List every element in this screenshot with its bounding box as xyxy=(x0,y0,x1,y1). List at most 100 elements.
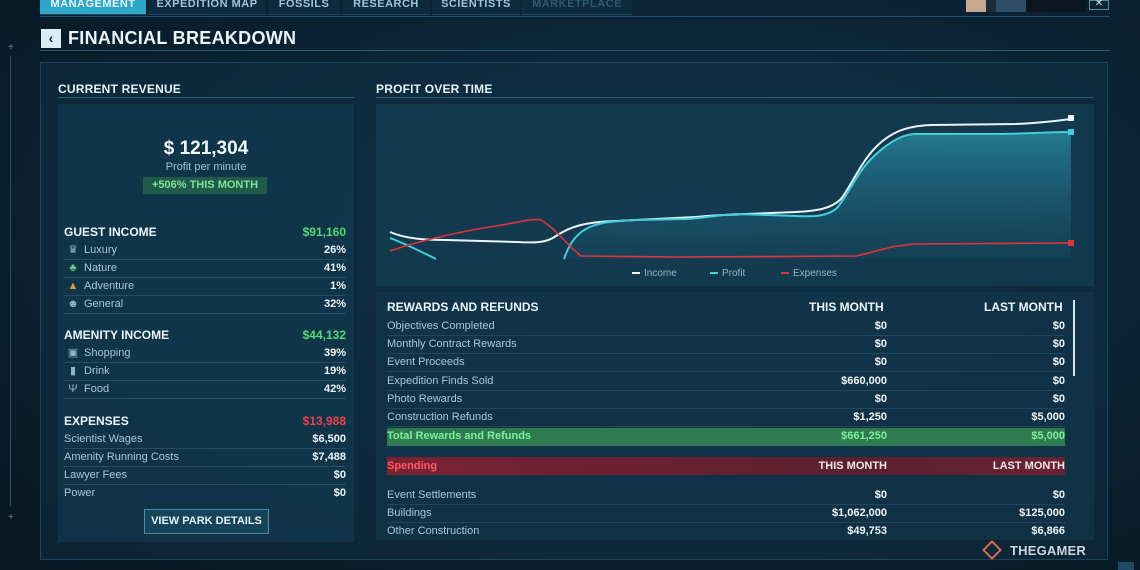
expense-row: Amenity Running Costs $7,488 xyxy=(64,450,346,467)
spending-title: Spending xyxy=(387,460,438,472)
row-last-month: $125,000 xyxy=(1019,507,1065,519)
row-this-month: $0 xyxy=(874,338,887,350)
table-row: Objectives Completed $0 $0 xyxy=(387,318,1065,336)
legend-swatch xyxy=(781,272,789,275)
profit-chart-title: PROFIT OVER TIME xyxy=(376,82,493,96)
row-value: $0 xyxy=(333,469,346,481)
guest-income-row: ♛ Luxury 26% xyxy=(64,243,346,260)
row-label: Buildings xyxy=(387,507,432,519)
rewards-table-panel xyxy=(376,292,1094,540)
row-label: Photo Rewards xyxy=(387,393,463,405)
row-label: Amenity Running Costs xyxy=(64,451,179,463)
row-label: Shopping xyxy=(84,347,131,359)
drink-icon: ▮ xyxy=(69,365,77,377)
row-label: Luxury xyxy=(84,244,118,256)
row-last-month: $0 xyxy=(1052,338,1065,350)
table-row: Photo Rewards $0 $0 xyxy=(387,391,1065,409)
row-label: Scientist Wages xyxy=(64,433,143,445)
profit-line xyxy=(389,131,1072,260)
row-last-month: $0 xyxy=(1052,489,1065,501)
revenue-subtitle: Profit per minute xyxy=(165,161,247,173)
spending-col-last-month: LAST MONTH xyxy=(992,460,1065,472)
legend-label: Income xyxy=(644,268,677,279)
watermark: THEGAMER xyxy=(1010,543,1086,558)
row-this-month: $1,062,000 xyxy=(831,507,887,519)
amenity-income-total: $44,132 xyxy=(302,328,346,342)
close-button[interactable]: ✕ xyxy=(1089,0,1109,10)
table-row: Event Settlements $0 $0 xyxy=(387,487,1065,505)
avatar xyxy=(966,0,1086,12)
table-scrollbar[interactable] xyxy=(1073,300,1075,376)
row-label: Event Proceeds xyxy=(387,356,465,368)
table-row: Buildings $1,062,000 $125,000 xyxy=(387,505,1065,523)
row-last-month: $0 xyxy=(1052,393,1065,405)
amenity-income-row: Ψ Food 42% xyxy=(64,382,346,399)
side-marker-top: + xyxy=(8,42,14,53)
table-row: Event Proceeds $0 $0 xyxy=(387,354,1065,372)
legend-swatch xyxy=(632,272,640,275)
row-value: 1% xyxy=(330,280,346,292)
tab-scientists[interactable]: SCIENTISTS xyxy=(432,0,520,15)
spending-header: Spending THIS MONTH LAST MONTH xyxy=(387,457,1065,475)
profit-area xyxy=(564,132,1071,259)
nature-icon: ♣ xyxy=(69,262,77,274)
row-label: Monthly Contract Rewards xyxy=(387,338,517,350)
amenity-income-row: ▮ Drink 19% xyxy=(64,364,346,381)
row-this-month: $49,753 xyxy=(847,525,887,537)
expense-row: Power $0 xyxy=(64,486,346,503)
chart-divider xyxy=(376,97,1094,98)
row-label: General xyxy=(84,298,124,310)
expense-row: Lawyer Fees $0 xyxy=(64,468,346,485)
legend-income: Income xyxy=(632,268,677,279)
legend-profit: Profit xyxy=(710,268,745,279)
side-rail xyxy=(10,56,11,506)
tab-expedition-map[interactable]: EXPEDITION MAP xyxy=(148,0,266,15)
guest-income-total: $91,160 xyxy=(302,225,346,239)
title-divider xyxy=(40,50,1110,51)
legend-expenses: Expenses xyxy=(781,268,837,279)
view-park-details-button[interactable]: VIEW PARK DETAILS xyxy=(144,509,269,534)
revenue-divider xyxy=(58,97,354,98)
amenity-income-title: AMENITY INCOME xyxy=(64,328,170,342)
growth-badge: +506% THIS MONTH xyxy=(143,177,267,194)
row-this-month: $1,250 xyxy=(853,411,887,423)
total-label: Total Rewards and Refunds xyxy=(387,430,532,442)
expenses-end-marker xyxy=(1068,240,1074,246)
row-last-month: $5,000 xyxy=(1031,411,1065,423)
tab-research[interactable]: RESEARCH xyxy=(342,0,430,15)
income-end-marker xyxy=(1068,115,1074,121)
adventure-icon: ▲ xyxy=(67,280,79,292)
total-this-month: $661,250 xyxy=(841,430,887,442)
row-label: Nature xyxy=(84,262,118,274)
spending-col-this-month: THIS MONTH xyxy=(818,460,887,472)
tab-fossils[interactable]: FOSSILS xyxy=(268,0,340,15)
food-icon: Ψ xyxy=(68,383,78,395)
row-value: $6,500 xyxy=(312,433,346,445)
tab-management[interactable]: MANAGEMENT xyxy=(40,0,146,15)
table-row: Other Construction $49,753 $6,866 xyxy=(387,523,1065,539)
table-row: Expedition Finds Sold $660,000 $0 xyxy=(387,373,1065,391)
row-label: Other Construction xyxy=(387,525,480,537)
luxury-icon: ♛ xyxy=(68,244,78,256)
row-label: Food xyxy=(84,383,110,395)
expense-row: Scientist Wages $6,500 xyxy=(64,432,346,449)
amenity-income-header: AMENITY INCOME $44,132 xyxy=(64,328,346,344)
current-revenue-title: CURRENT REVENUE xyxy=(58,82,182,96)
profit-chart-svg xyxy=(389,115,1074,260)
row-value: 19% xyxy=(323,365,346,377)
general-icon: ☻ xyxy=(67,298,79,310)
row-last-month: $0 xyxy=(1052,320,1065,332)
rewards-col-this-month: THIS MONTH xyxy=(809,300,884,314)
shopping-icon: ▣ xyxy=(67,347,79,359)
revenue-amount: $ 121,304 xyxy=(163,138,249,159)
row-value: 41% xyxy=(323,262,346,274)
expenses-total: $13,988 xyxy=(302,414,346,428)
row-label: Drink xyxy=(84,365,110,377)
expenses-header: EXPENSES $13,988 xyxy=(64,414,346,430)
total-last-month: $5,000 xyxy=(1031,430,1065,442)
back-button[interactable]: ‹ xyxy=(41,29,61,48)
legend-label: Profit xyxy=(722,268,746,279)
row-this-month: $0 xyxy=(874,489,887,501)
row-last-month: $0 xyxy=(1052,356,1065,368)
side-marker-bottom: + xyxy=(8,512,14,523)
